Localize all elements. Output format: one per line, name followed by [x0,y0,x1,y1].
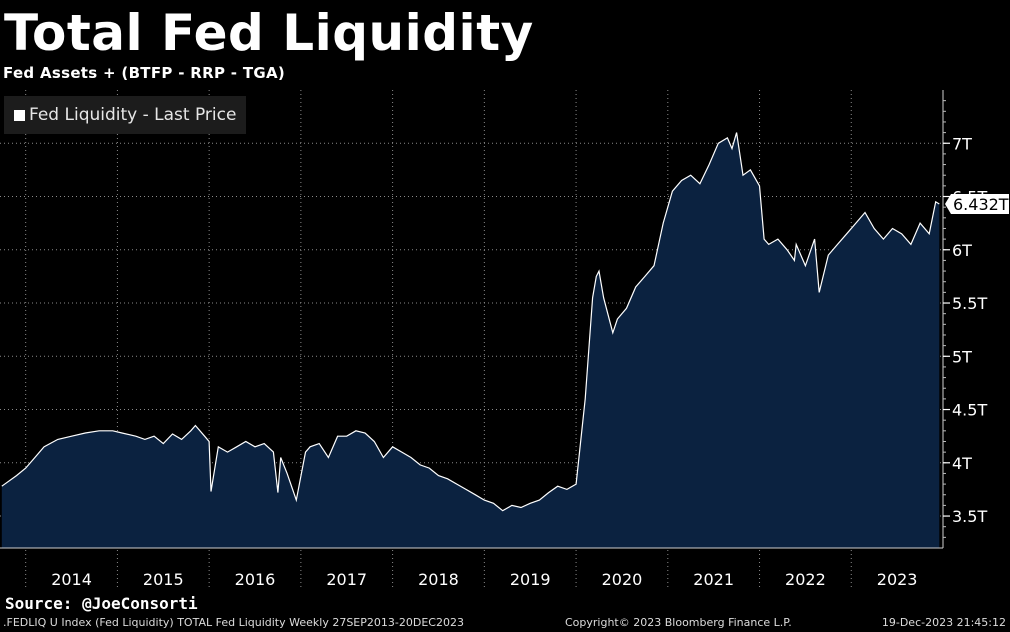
legend-swatch [14,109,25,121]
last-value-marker: 6.432T [945,193,1009,214]
last-value-box [945,193,1009,214]
x-tick-label: 2022 [785,570,826,589]
series-area [1,132,940,548]
y-tick-label: 3.5T [952,507,987,526]
chart-subtitle: Fed Assets + (BTFP - RRP - TGA) [3,64,286,82]
last-value-label: 6.432T [953,195,1009,214]
x-tick-label: 2020 [602,570,643,589]
footer-copyright: Copyright© 2023 Bloomberg Finance L.P. [565,616,792,629]
source-note: Source: @JoeConsorti [5,594,198,613]
x-tick-label: 2016 [235,570,276,589]
x-tick-label: 2018 [418,570,459,589]
y-tick-label: 5T [952,347,972,366]
y-tick-label: 4.5T [952,401,987,420]
footer-timestamp: 19-Dec-2023 21:45:12 [881,616,1006,629]
y-tick-label: 5.5T [952,294,987,313]
x-tick-label: 2015 [143,570,184,589]
x-tick-label: 2017 [326,570,367,589]
legend-label: Fed Liquidity - Last Price [29,105,237,125]
y-tick-label: 7T [952,134,972,153]
chart-title: Total Fed Liquidity [4,4,534,62]
y-tick-label: 4T [952,454,972,473]
x-tick-label: 2023 [877,570,918,589]
legend: Fed Liquidity - Last Price [4,96,246,134]
y-tick-label: 6T [952,241,972,260]
x-tick-label: 2019 [510,570,551,589]
series-line [1,132,940,512]
x-axis-labels: 2014 2015 2016 2017 2018 2019 2020 2021 2022 2023 [51,570,917,589]
x-tick-label: 2021 [693,570,734,589]
x-tick-label: 2014 [51,570,92,589]
footer-index-info: .FEDLIQ U Index (Fed Liquidity) TOTAL Fe… [3,616,464,629]
